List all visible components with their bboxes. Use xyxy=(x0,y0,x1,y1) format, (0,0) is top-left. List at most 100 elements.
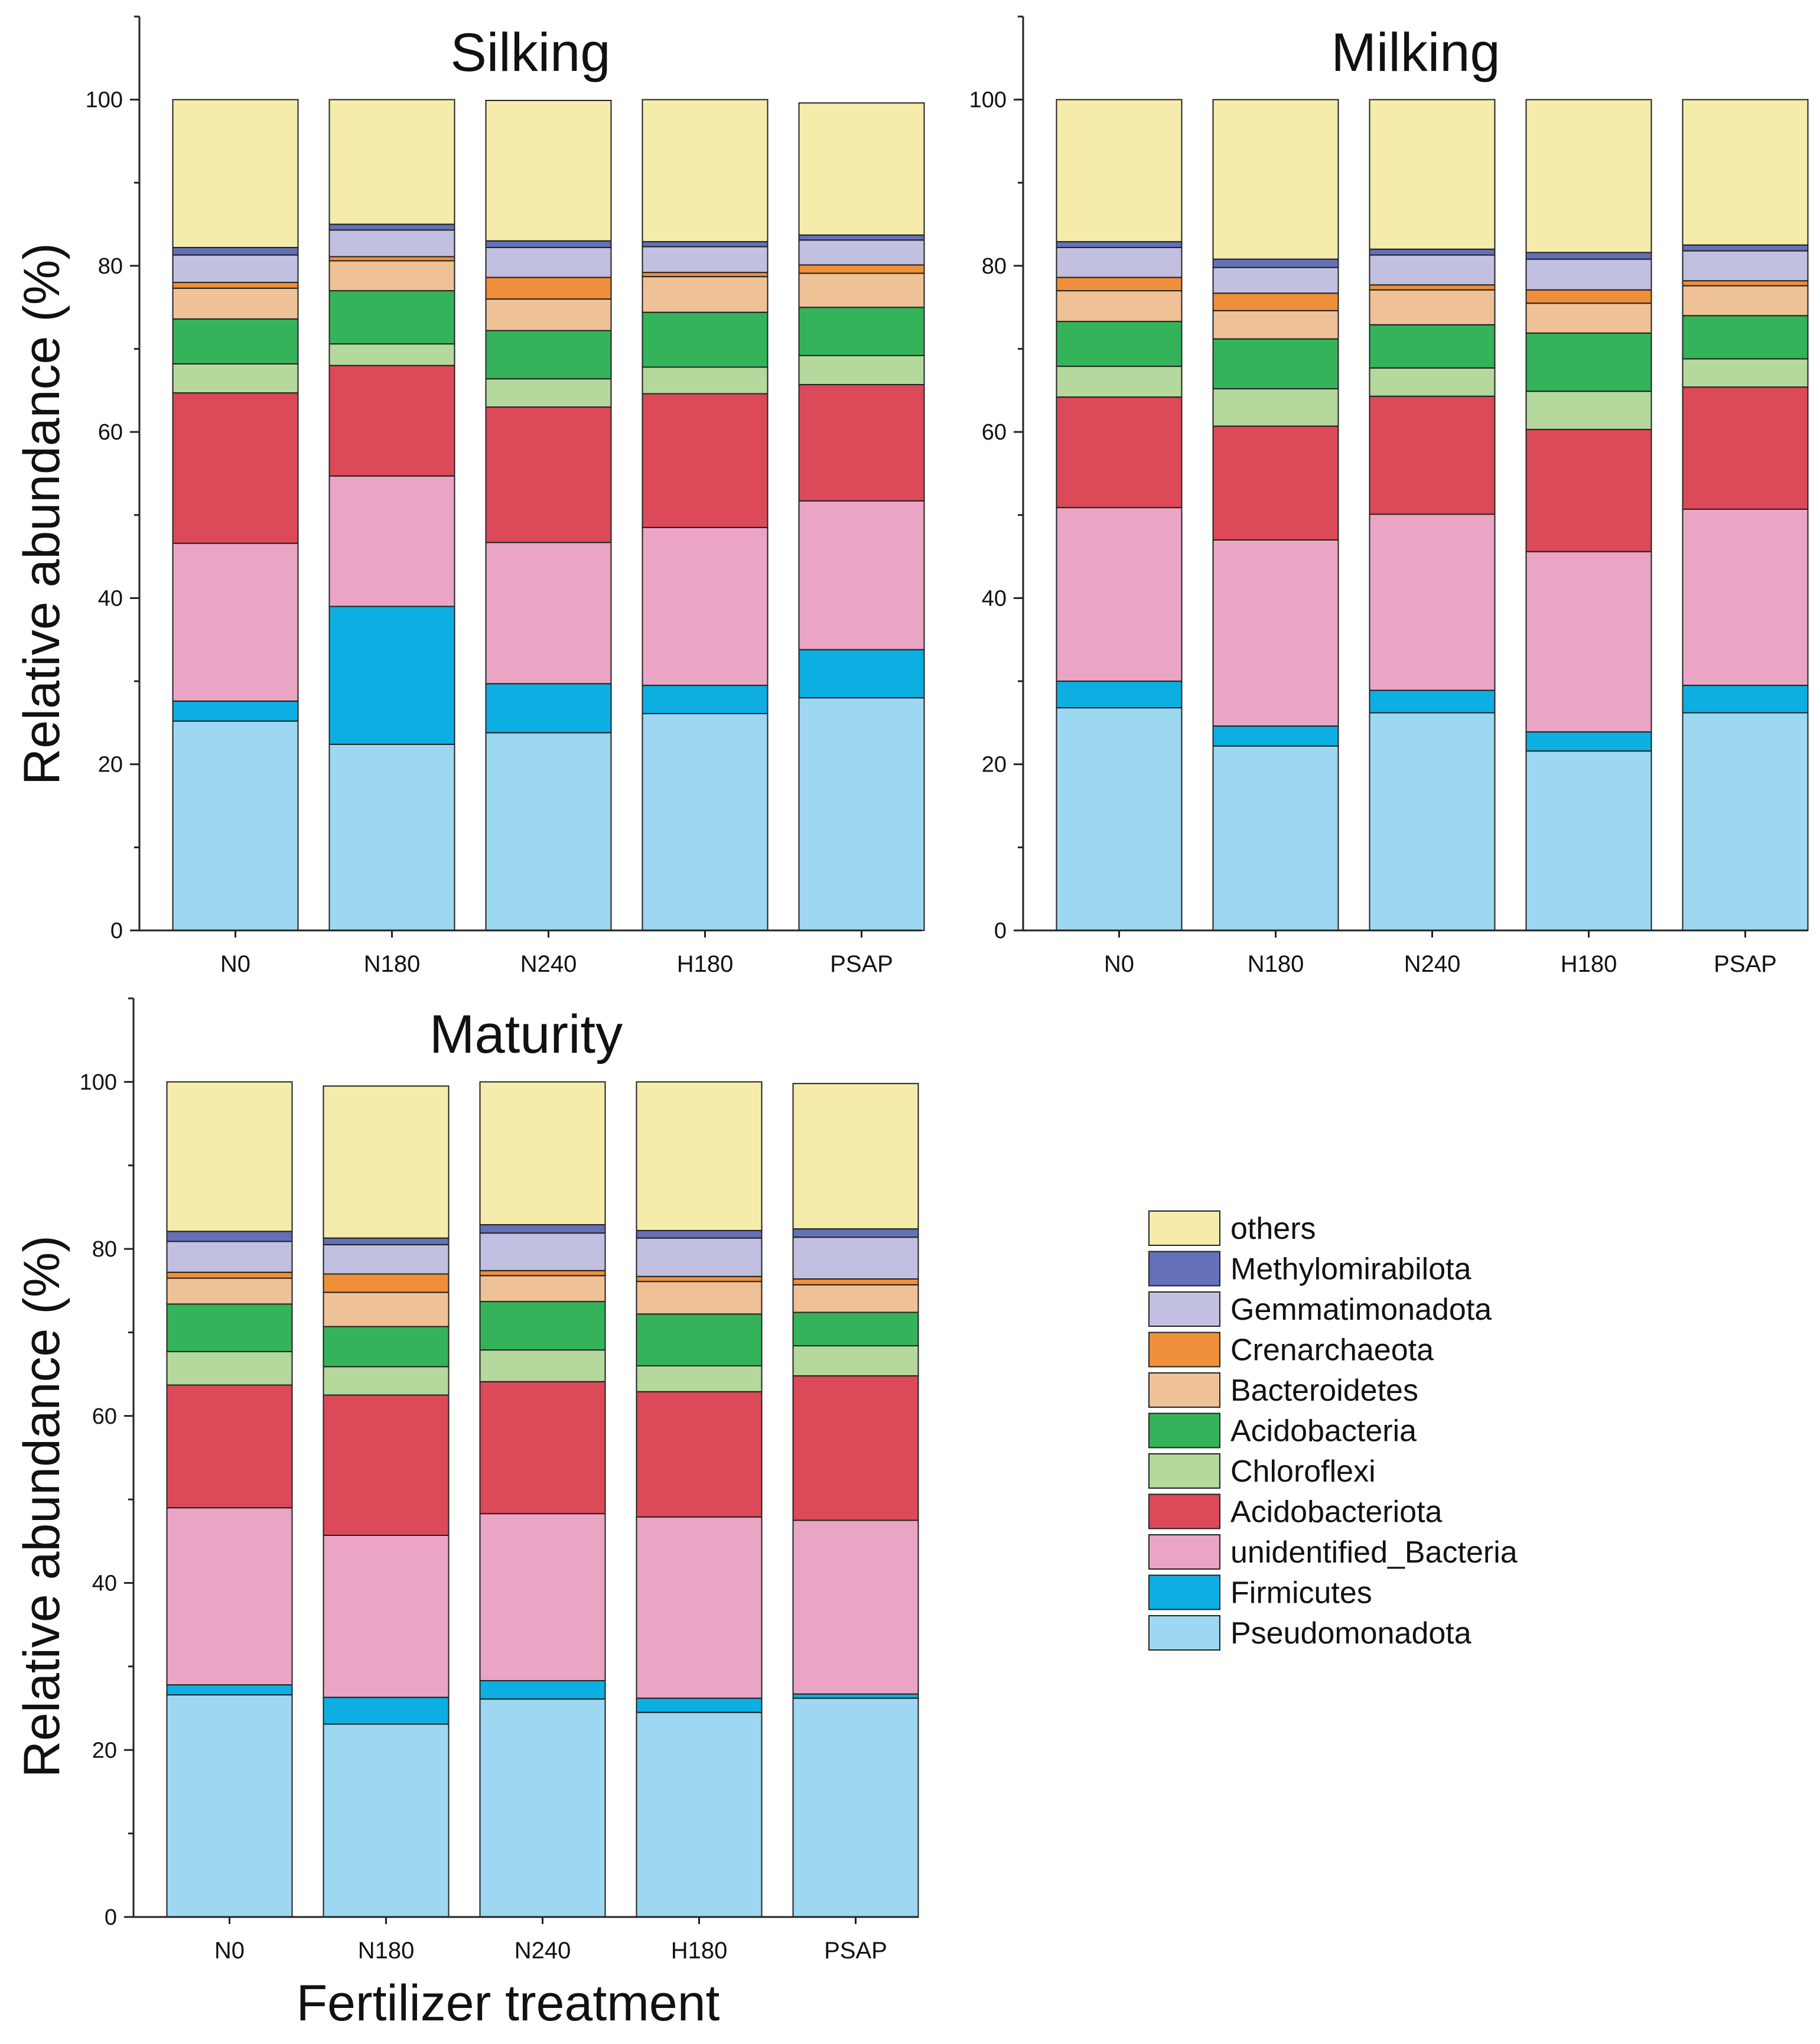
bar-segment-h180-others xyxy=(636,1081,763,1231)
bar-segment-n0-firmicutes xyxy=(1056,681,1183,709)
y-tick-label: 20 xyxy=(92,1738,117,1763)
bar-segment-psap-acidobacteriota xyxy=(798,384,925,502)
x-tick-label: H180 xyxy=(677,951,734,977)
y-tick-label: 100 xyxy=(969,88,1007,113)
x-tick-label: N180 xyxy=(364,951,421,977)
y-tick-label: 40 xyxy=(92,1571,117,1596)
bar-segment-n240-firmicutes xyxy=(1369,689,1496,714)
bar-segment-h180-unidentified-bacteria xyxy=(642,526,769,686)
bar-segment-n0-methylomirabilota xyxy=(166,1231,293,1242)
bar-segment-psap-acidobacteria xyxy=(1682,315,1809,360)
bar-segment-h180-gemmatimonadota xyxy=(636,1237,763,1277)
panel-maturity: Maturity N0 N180 N240 H180 PSAP 0 20 40 60 80 100 xyxy=(80,997,919,1964)
bar-segment-psap-pseudomonadota xyxy=(1682,712,1809,931)
bar-segment-n0-others xyxy=(1056,99,1183,243)
legend-item: Methylomirabilota xyxy=(1148,1251,1471,1287)
x-tick-label: H180 xyxy=(1561,951,1617,977)
legend-label: Acidobacteriota xyxy=(1230,1495,1443,1529)
bar-segment-psap-unidentified-bacteria xyxy=(792,1519,919,1695)
bar-segment-n0-unidentified-bacteria xyxy=(1056,507,1183,682)
bar-segment-psap-methylomirabilota xyxy=(792,1228,919,1238)
y-axis-title-bottom: Relative abundance (%) xyxy=(14,1235,70,1778)
bar-segment-psap-unidentified-bacteria xyxy=(798,500,925,650)
bar-segment-n240-firmicutes xyxy=(485,683,612,734)
legend-swatch xyxy=(1148,1534,1220,1570)
y-tick-label: 60 xyxy=(98,420,123,445)
bar-segment-n180-unidentified-bacteria xyxy=(328,475,455,607)
panel-title: Silking xyxy=(450,22,610,83)
legend-swatch xyxy=(1148,1453,1220,1489)
bar-segment-n0-crenarchaeota xyxy=(172,282,299,289)
bar-segment-n0-methylomirabilota xyxy=(172,246,299,256)
bar-segment-n180-bacteroidetes xyxy=(323,1291,450,1327)
y-tick-label: 60 xyxy=(982,420,1007,445)
bar-segment-n240-chloroflexi xyxy=(1369,367,1496,397)
x-tick-label: PSAP xyxy=(830,951,893,977)
x-tick-label: N180 xyxy=(358,1938,415,1964)
bar-segment-n0-methylomirabilota xyxy=(1056,241,1183,248)
y-tick-label: 100 xyxy=(86,88,123,113)
x-tick-label: N240 xyxy=(1404,951,1461,977)
bar-segment-n180-firmicutes xyxy=(1212,725,1339,747)
y-tick-label: 40 xyxy=(982,586,1007,611)
bar-segment-n0-bacteroidetes xyxy=(166,1277,293,1305)
bar-segment-n0-chloroflexi xyxy=(1056,366,1183,398)
bar-segment-n180-methylomirabilota xyxy=(328,223,455,231)
bar-segment-h180-methylomirabilota xyxy=(1525,252,1652,260)
y-axis-title-top: Relative abundance (%) xyxy=(14,243,70,785)
bar-segment-n0-gemmatimonadota xyxy=(172,254,299,284)
x-tick-label: H180 xyxy=(671,1938,728,1964)
legend-swatch xyxy=(1148,1251,1220,1287)
bar-segment-n240-acidobacteria xyxy=(485,330,612,380)
legend-label: Chloroflexi xyxy=(1230,1454,1376,1489)
bar-segment-psap-chloroflexi xyxy=(798,354,925,386)
bar-segment-psap-firmicutes xyxy=(792,1693,919,1699)
bar-segment-n0-unidentified-bacteria xyxy=(166,1507,293,1686)
legend-swatch xyxy=(1148,1493,1220,1529)
bar-segment-n180-others xyxy=(328,99,455,225)
legend-swatch xyxy=(1148,1332,1220,1368)
bar-segment-n180-unidentified-bacteria xyxy=(323,1534,450,1698)
bar-segment-n240-others xyxy=(485,100,612,242)
bar-segment-n0-acidobacteria xyxy=(172,318,299,364)
bar-segment-n0-pseudomonadota xyxy=(166,1694,293,1918)
legend-swatch xyxy=(1148,1574,1220,1610)
bar-segment-psap-firmicutes xyxy=(1682,685,1809,714)
bar-segment-h180-unidentified-bacteria xyxy=(636,1516,763,1699)
bar-segment-n180-chloroflexi xyxy=(1212,388,1339,427)
bar-segment-h180-firmicutes xyxy=(642,685,769,714)
legend-item: Chloroflexi xyxy=(1148,1453,1376,1489)
x-tick-label: PSAP xyxy=(824,1938,887,1964)
y-tick-label: 100 xyxy=(80,1070,117,1095)
bar-segment-n0-gemmatimonadota xyxy=(1056,246,1183,278)
bar-segment-n0-crenarchaeota xyxy=(166,1271,293,1279)
legend-swatch xyxy=(1148,1210,1220,1246)
bar-segment-n180-firmicutes xyxy=(323,1697,450,1725)
legend-item: Bacteroidetes xyxy=(1148,1372,1418,1408)
bar-segment-n0-acidobacteriota xyxy=(1056,396,1183,509)
bar-segment-h180-acidobacteria xyxy=(636,1313,763,1366)
bar-segment-psap-unidentified-bacteria xyxy=(1682,508,1809,686)
bar-segment-psap-crenarchaeota xyxy=(798,264,925,274)
legend-label: Firmicutes xyxy=(1230,1576,1372,1610)
x-axis-title: Fertilizer treatment xyxy=(297,1975,720,2032)
bar-segment-n0-pseudomonadota xyxy=(1056,707,1183,932)
bar-segment-n0-pseudomonadota xyxy=(172,720,299,931)
x-tick-label: N240 xyxy=(515,1938,571,1964)
y-tick-label: 0 xyxy=(105,1905,117,1930)
bar-segment-psap-acidobacteriota xyxy=(792,1375,919,1521)
bar-segment-n240-crenarchaeota xyxy=(1369,284,1496,291)
bar-segment-n180-acidobacteria xyxy=(328,290,455,345)
x-tick-label: N0 xyxy=(214,1938,245,1964)
bar-segment-h180-chloroflexi xyxy=(1525,390,1652,430)
bar-segment-n0-acidobacteria xyxy=(166,1303,293,1352)
bar-segment-n180-pseudomonadota xyxy=(328,743,455,931)
bar-segment-n240-bacteroidetes xyxy=(479,1275,606,1303)
bar-segment-n180-bacteroidetes xyxy=(328,260,455,292)
bar-segment-h180-chloroflexi xyxy=(642,366,769,395)
bar-segment-n240-methylomirabilota xyxy=(479,1224,606,1234)
bar-segment-h180-others xyxy=(642,99,769,243)
bar-segment-n0-firmicutes xyxy=(172,700,299,722)
bar-segment-h180-methylomirabilota xyxy=(642,241,769,248)
bar-segment-n240-others xyxy=(1369,99,1496,250)
